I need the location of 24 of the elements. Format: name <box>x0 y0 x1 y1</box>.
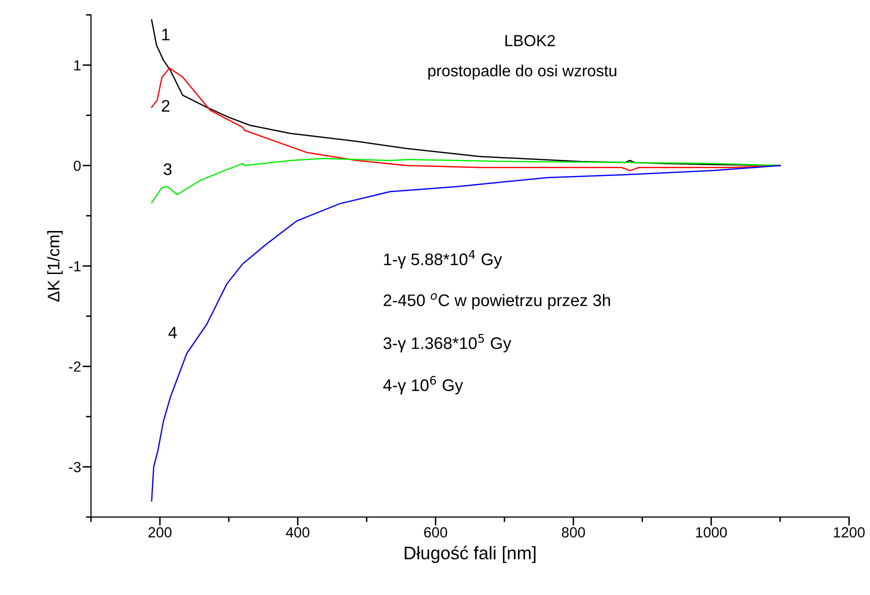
annotation: 1-γ 5.88*10$^{4}$ Gy <box>384 250 502 269</box>
line-series <box>151 164 781 502</box>
series-label: 3 <box>164 163 172 176</box>
x-tick-label: 600 <box>424 527 448 538</box>
text: prostopadle do osi wzrostu <box>428 64 616 80</box>
text: LBOK2 <box>505 34 555 46</box>
y-tick-label: -1 <box>68 261 81 272</box>
x-tick-label: 400 <box>286 527 310 538</box>
annotation: 4-γ 10$^{6}$ Gy <box>383 376 464 394</box>
y-tick-label: -2 <box>68 362 81 372</box>
x-axis-title: Długość fali [nm] <box>404 546 536 563</box>
y-tick-label: -3 <box>68 462 81 472</box>
y-axis-title: ΔK [1/cm] <box>47 231 63 302</box>
series-label: 1 <box>162 28 170 40</box>
x-tick-label: 1200 <box>834 527 865 538</box>
y-tick-label: 0 <box>74 160 81 171</box>
annotation: 2-450 $^{o}$C w powietrzu przez 3h <box>384 293 610 310</box>
x-tick-label: 1000 <box>696 527 727 538</box>
x-tick-label: 800 <box>562 527 585 538</box>
annotation: 3-γ 1.368*10$^{5}$ Gy <box>383 334 512 352</box>
x-tick-label: 200 <box>148 527 172 538</box>
series-label: 4 <box>168 326 177 338</box>
series-label: 2 <box>162 100 170 112</box>
y-tick-label: 1 <box>74 60 81 70</box>
